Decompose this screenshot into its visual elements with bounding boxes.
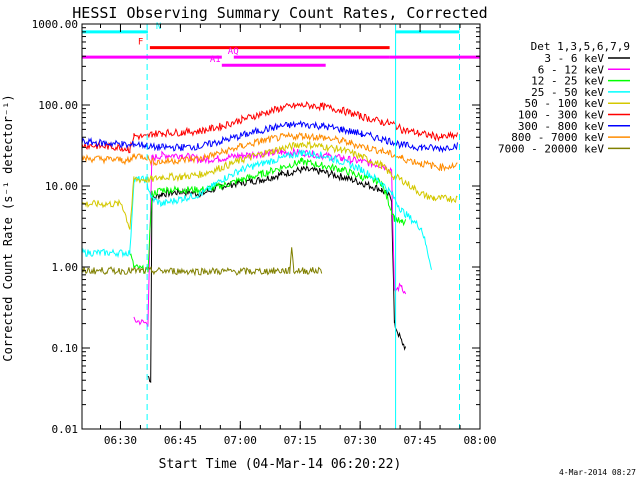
series-line-3 <box>81 148 432 270</box>
y-tick-label: 0.10 <box>52 342 79 355</box>
series-line-6 <box>81 120 458 154</box>
legend-label: 12 - 25 keV <box>531 75 604 88</box>
series-line-7 <box>81 131 458 172</box>
x-tick-label: 07:30 <box>344 434 377 447</box>
legend-label: 6 - 12 keV <box>538 63 605 76</box>
x-axis-label: Start Time (04-Mar-14 06:20:22) <box>159 457 402 472</box>
y-axis-label: Corrected Count Rate (s⁻¹ detector⁻¹) <box>1 94 15 361</box>
series-line-8 <box>81 247 323 277</box>
y-tick-label: 1000.00 <box>32 18 78 31</box>
y-tick-label: 0.01 <box>52 423 79 436</box>
legend-label: 25 - 50 keV <box>531 86 604 99</box>
series-line-2 <box>129 157 407 275</box>
legend-label: 100 - 300 keV <box>518 109 604 122</box>
plot-frame <box>81 23 481 430</box>
annotation-label-aq: AQ <box>228 47 239 57</box>
series-line-0 <box>147 165 407 383</box>
x-tick-label: 08:00 <box>463 434 496 447</box>
y-tick-label: 10.00 <box>45 180 78 193</box>
legend-label: 300 - 800 keV <box>518 120 604 133</box>
series-line-5 <box>81 101 458 154</box>
legend-label: 7000 - 20000 keV <box>498 142 604 155</box>
legend-header: Det 1,3,5,6,7,9 <box>531 40 630 53</box>
legend-label: 50 - 100 keV <box>525 97 605 110</box>
legend-label: 800 - 7000 keV <box>511 131 604 144</box>
annotation-label-a1: A1 <box>210 55 221 65</box>
x-tick-label: 07:15 <box>284 434 317 447</box>
legend-label: 3 - 6 keV <box>544 52 604 65</box>
y-tick-label: 100.00 <box>38 99 78 112</box>
y-tick-label: 1.00 <box>52 261 79 274</box>
annotation-label-f: F <box>138 38 143 48</box>
plot-area: N F AQ A1 0.01 0.10 1.00 10.00 100.00 1000.00 06:3… <box>32 18 497 447</box>
x-tick-label: 07:00 <box>224 434 257 447</box>
footer-timestamp: 4-Mar-2014 08:27 <box>559 468 636 477</box>
x-tick-label: 07:45 <box>404 434 437 447</box>
x-tick-label: 06:45 <box>164 434 197 447</box>
annotation-label-n: N <box>156 22 161 32</box>
chart-title: HESSI Observing Summary Count Rates, Cor… <box>72 4 487 22</box>
x-tick-label: 06:30 <box>104 434 137 447</box>
